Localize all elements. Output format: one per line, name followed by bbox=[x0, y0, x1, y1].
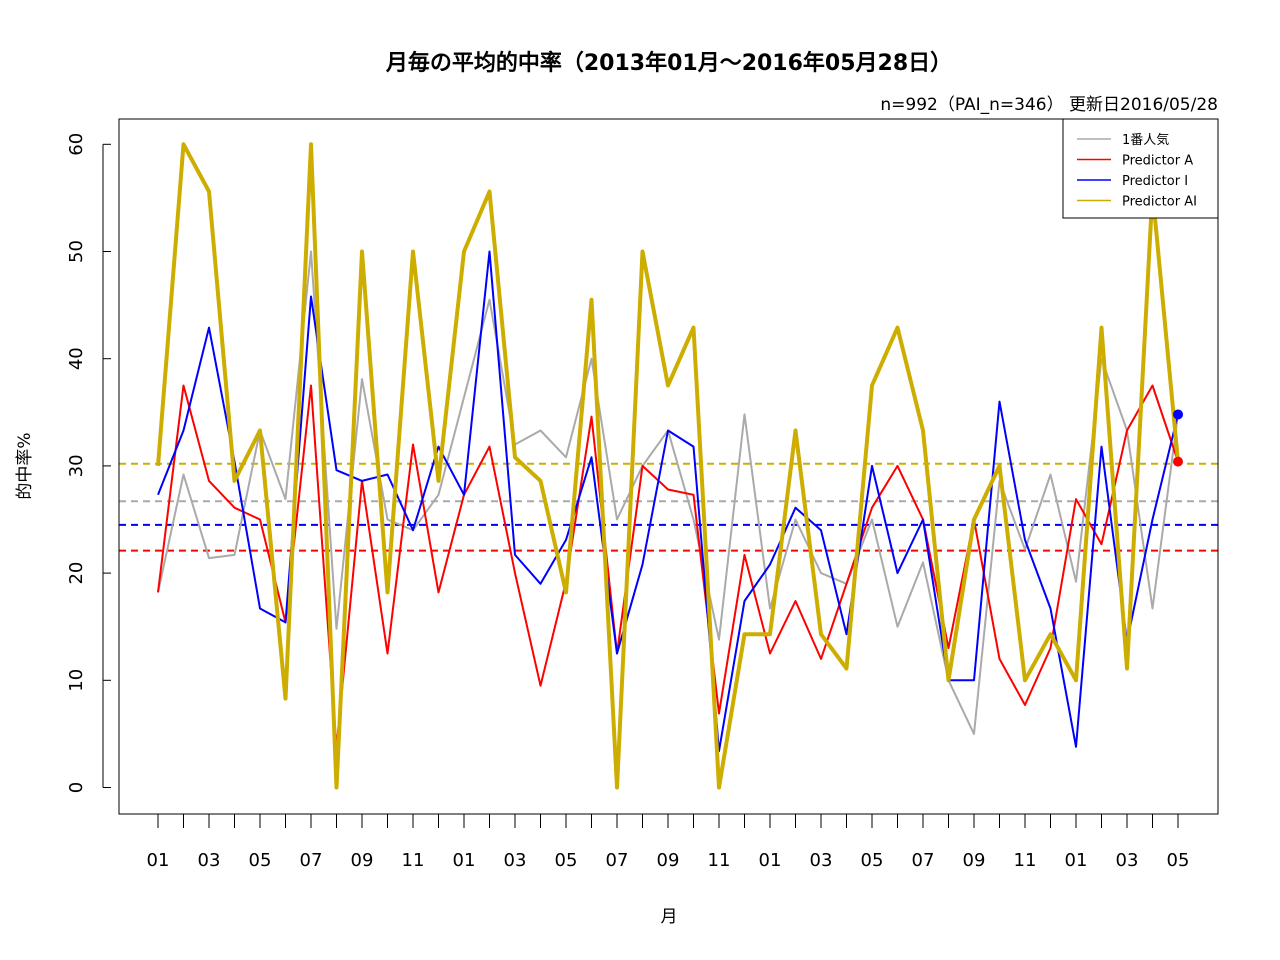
x-tick-label: 03 bbox=[198, 850, 221, 871]
x-tick-label: 03 bbox=[810, 850, 833, 871]
x-tick-label: 01 bbox=[147, 850, 170, 871]
series-line-2 bbox=[157, 250, 1179, 753]
x-tick-label: 05 bbox=[1167, 850, 1190, 871]
chart-subtitle: n=992（PAI_n=346） 更新日2016/05/28 bbox=[880, 95, 1218, 115]
y-tick-label: 40 bbox=[66, 347, 87, 370]
y-tick-label: 50 bbox=[66, 240, 87, 263]
x-tick-label: 09 bbox=[963, 850, 986, 871]
legend: 1番人気 Predictor A Predictor I Predictor AI bbox=[1062, 118, 1219, 219]
legend-label: Predictor A bbox=[1122, 154, 1193, 169]
legend-box bbox=[1062, 118, 1219, 219]
legend-label: Predictor I bbox=[1122, 174, 1188, 189]
x-axis: 01 03 05 07 09 11 01 03 05 07 09 11 01 03 05 07 09 11 01 03… bbox=[147, 813, 1190, 871]
x-tick-label: 05 bbox=[861, 850, 884, 871]
y-tick-label: 10 bbox=[66, 669, 87, 692]
plot-frame bbox=[118, 118, 1219, 815]
y-tick-label: 30 bbox=[66, 454, 87, 477]
x-tick-label: 11 bbox=[1014, 850, 1037, 871]
x-tick-label: 03 bbox=[504, 850, 527, 871]
x-tick-label: 09 bbox=[351, 850, 374, 871]
end-points bbox=[1173, 409, 1183, 467]
chart-title: 月毎の平均的中率（2013年01月～2016年05月28日） bbox=[385, 50, 952, 76]
y-axis: 0 10 20 30 40 50 60 bbox=[66, 133, 111, 793]
x-tick-label: 01 bbox=[1065, 850, 1088, 871]
x-tick-label: 11 bbox=[402, 850, 425, 871]
series-lines bbox=[156, 142, 1180, 790]
series-line-3 bbox=[156, 142, 1180, 790]
y-tick-label: 0 bbox=[66, 782, 87, 793]
x-axis-label: 月 bbox=[661, 907, 678, 927]
x-tick-label: 07 bbox=[912, 850, 935, 871]
legend-label: 1番人気 bbox=[1122, 132, 1169, 148]
x-tick-label: 03 bbox=[1116, 850, 1139, 871]
x-tick-label: 05 bbox=[249, 850, 272, 871]
end-point-0 bbox=[1173, 409, 1183, 420]
x-tick-label: 07 bbox=[300, 850, 323, 871]
x-tick-label: 09 bbox=[657, 850, 680, 871]
y-axis-label: 的中率% bbox=[15, 432, 35, 499]
legend-label: Predictor AI bbox=[1122, 195, 1197, 210]
x-tick-label: 01 bbox=[759, 850, 782, 871]
end-point-1 bbox=[1173, 456, 1183, 467]
y-tick-label: 60 bbox=[66, 133, 87, 156]
x-tick-label: 07 bbox=[606, 850, 629, 871]
y-tick-label: 20 bbox=[66, 562, 87, 585]
mean-lines bbox=[119, 462, 1218, 552]
x-tick-label: 11 bbox=[708, 850, 731, 871]
series-line-1 bbox=[157, 384, 1179, 749]
series-line-0 bbox=[157, 250, 1179, 735]
x-tick-label: 01 bbox=[453, 850, 476, 871]
x-tick-label: 05 bbox=[555, 850, 578, 871]
